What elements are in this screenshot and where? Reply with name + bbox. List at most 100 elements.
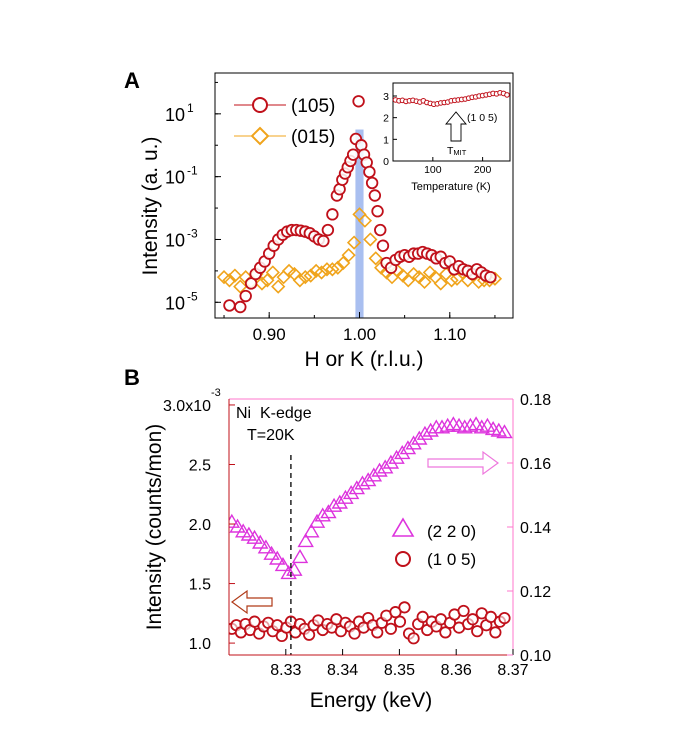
chart-a-frame	[214, 72, 514, 319]
a-ytick-exponent: -5	[187, 289, 198, 303]
b-105-point	[393, 615, 407, 628]
a-015-point	[363, 232, 378, 247]
b-left-tick-label: 1.0	[189, 636, 211, 653]
a-ytick-label: 10	[165, 105, 185, 125]
b-220-point	[246, 529, 263, 544]
b-xtick-label: 8.35	[384, 662, 415, 679]
b-220-point	[229, 513, 241, 528]
a-ytick-exponent: -3	[187, 226, 198, 240]
legend-105-marker	[252, 97, 268, 113]
chart-b-yticks-right: 0.10 0.12 0.14 0.16 0.18	[507, 392, 551, 665]
chart-b-yticks-left: 1.0 1.5 2.0 2.5 3.0x10	[163, 398, 235, 653]
a-015-point	[444, 273, 459, 288]
b-220-point	[274, 557, 292, 572]
b-220-point	[331, 494, 348, 509]
a-015-point	[292, 273, 308, 288]
b-105-point	[489, 626, 502, 639]
b-right-tick-label: 0.16	[520, 456, 551, 473]
a-xtick-label: 1.10	[433, 325, 466, 344]
a-015-point	[336, 255, 351, 271]
inset-frame	[392, 82, 511, 162]
chart-b-xticks: 8.33 8.34 8.35 8.36 8.37	[270, 649, 529, 679]
a-105-point	[376, 239, 390, 252]
chart-a-bands	[355, 129, 364, 318]
b-220-point	[303, 523, 320, 538]
b-left-tick-label: 1.5	[189, 577, 211, 594]
a-015-point	[265, 265, 280, 280]
right-axis-arrow-icon	[427, 450, 500, 476]
b-220-point	[348, 480, 366, 495]
b-220-point	[399, 440, 417, 455]
inset-points	[392, 89, 510, 108]
a-015-point	[298, 270, 313, 285]
b-left-tick-label: 2.5	[189, 457, 211, 474]
legend-105-label: (105)	[291, 96, 335, 117]
b-220-point	[337, 489, 354, 504]
chart-b-points	[229, 416, 513, 645]
b-xtick-label: 8.37	[497, 662, 528, 679]
chart-b-left-exponent: -3	[211, 387, 221, 399]
chart-a-ylabel: Intensity (a. u.)	[139, 137, 162, 276]
b-220-point	[252, 534, 269, 549]
a-015-point	[314, 265, 329, 280]
b-220-point	[314, 507, 331, 522]
a-105-point	[317, 234, 330, 248]
a-015-point	[254, 276, 270, 291]
b-220-point	[496, 424, 513, 439]
b-220-point	[433, 419, 451, 434]
inset-ticks: 100 200 0 1 2 3	[383, 91, 491, 176]
inset-arrow-label: (1 0 5)	[467, 112, 497, 124]
a-ytick-exponent: -1	[187, 164, 198, 178]
a-105-point	[239, 289, 252, 303]
a-015-point	[325, 262, 340, 277]
inset-ytick-label: 0	[383, 156, 389, 168]
b-220-point	[325, 497, 343, 512]
b-220-point	[376, 459, 394, 474]
a-015-point	[222, 273, 237, 288]
b-105-point	[471, 625, 484, 638]
b-220-point	[365, 467, 383, 482]
a-105-point	[484, 270, 497, 284]
b-105-point	[416, 610, 429, 623]
b-220-point	[354, 475, 371, 490]
b-105-point	[407, 632, 420, 645]
b-220-point	[257, 539, 275, 554]
b-220-point	[456, 419, 473, 434]
b-220-point	[342, 485, 360, 500]
b-105-point	[466, 613, 479, 626]
b-105-point	[384, 622, 397, 635]
chart-a-inset: 100 200 0 1 2 3 (1 0 5) TMIT Temperature (K)	[383, 77, 511, 195]
a-105-point	[371, 205, 384, 218]
a-015-point	[227, 268, 242, 283]
b-220-point	[473, 419, 490, 434]
a-015-point	[368, 251, 383, 266]
inset-tmit-arrow	[445, 111, 467, 142]
a-105-point	[368, 189, 382, 202]
a-105-point	[326, 208, 339, 221]
b-left-tick-label: 3.0x10	[163, 398, 211, 415]
legend-220-marker	[391, 517, 415, 537]
a-105-point	[346, 148, 360, 161]
b-105-point	[457, 604, 470, 618]
inset-ytick-label: 1	[383, 134, 389, 146]
b-220-point	[263, 545, 280, 560]
b-220-point	[269, 550, 286, 565]
chart-a-xlabel: H or K (r.l.u.)	[304, 348, 423, 371]
a-105-point	[321, 223, 335, 237]
b-220-point	[382, 454, 400, 469]
resolution-band	[355, 129, 364, 318]
inset-point	[504, 92, 510, 98]
left-axis-arrow-icon	[230, 589, 273, 615]
b-105-point	[398, 601, 411, 614]
b-105-point	[439, 626, 452, 639]
b-xtick-label: 8.34	[327, 662, 358, 679]
b-105-point	[484, 610, 497, 623]
chart-a-legend: (105) (015)	[234, 96, 335, 148]
b-105-point	[389, 606, 402, 619]
a-015-point	[346, 235, 362, 250]
a-015-point	[260, 273, 275, 288]
a-105-point	[352, 95, 365, 108]
b-220-point	[439, 417, 456, 432]
a-ytick-exponent: 1	[187, 101, 194, 115]
